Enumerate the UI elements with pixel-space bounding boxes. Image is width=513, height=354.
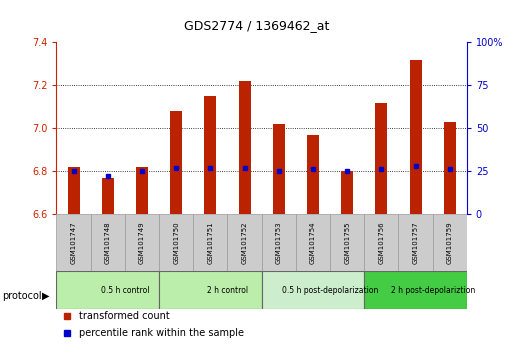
Text: 2 h post-depolariztion: 2 h post-depolariztion: [390, 286, 475, 295]
Text: ▶: ▶: [42, 291, 50, 301]
Text: transformed count: transformed count: [79, 311, 170, 321]
Bar: [432, 214, 467, 271]
Bar: [273, 124, 285, 214]
Bar: [262, 214, 296, 271]
Bar: [399, 214, 432, 271]
Bar: [444, 122, 456, 214]
Bar: [296, 214, 330, 271]
Text: percentile rank within the sample: percentile rank within the sample: [79, 328, 244, 338]
Text: GSM101755: GSM101755: [344, 221, 350, 264]
Bar: [409, 59, 422, 214]
Bar: [68, 167, 80, 214]
Bar: [159, 214, 193, 271]
Text: GSM101756: GSM101756: [378, 221, 384, 264]
Bar: [136, 167, 148, 214]
Bar: [227, 214, 262, 271]
Bar: [364, 214, 399, 271]
Text: GSM101751: GSM101751: [207, 221, 213, 264]
Text: 0.5 h post-depolarization: 0.5 h post-depolarization: [282, 286, 378, 295]
Bar: [125, 214, 159, 271]
Text: GSM101748: GSM101748: [105, 221, 111, 264]
Text: GSM101757: GSM101757: [412, 221, 419, 264]
Bar: [159, 271, 262, 309]
Text: GSM101750: GSM101750: [173, 221, 179, 264]
Bar: [364, 271, 467, 309]
Bar: [170, 111, 182, 214]
Bar: [330, 214, 364, 271]
Text: 0.5 h control: 0.5 h control: [101, 286, 149, 295]
Bar: [56, 271, 159, 309]
Bar: [91, 214, 125, 271]
Bar: [307, 135, 319, 214]
Text: GSM101749: GSM101749: [139, 221, 145, 264]
Bar: [341, 171, 353, 214]
Text: GDS2774 / 1369462_at: GDS2774 / 1369462_at: [184, 19, 329, 32]
Bar: [193, 214, 227, 271]
Text: GSM101747: GSM101747: [70, 221, 76, 264]
Bar: [102, 178, 114, 214]
Bar: [56, 214, 91, 271]
Text: protocol: protocol: [3, 291, 42, 301]
Text: GSM101753: GSM101753: [275, 221, 282, 264]
Text: GSM101759: GSM101759: [447, 221, 453, 264]
Text: GSM101754: GSM101754: [310, 221, 316, 264]
Text: GSM101752: GSM101752: [242, 221, 248, 264]
Bar: [376, 103, 387, 214]
Bar: [239, 81, 250, 214]
Bar: [204, 96, 216, 214]
Text: 2 h control: 2 h control: [207, 286, 248, 295]
Bar: [262, 271, 364, 309]
